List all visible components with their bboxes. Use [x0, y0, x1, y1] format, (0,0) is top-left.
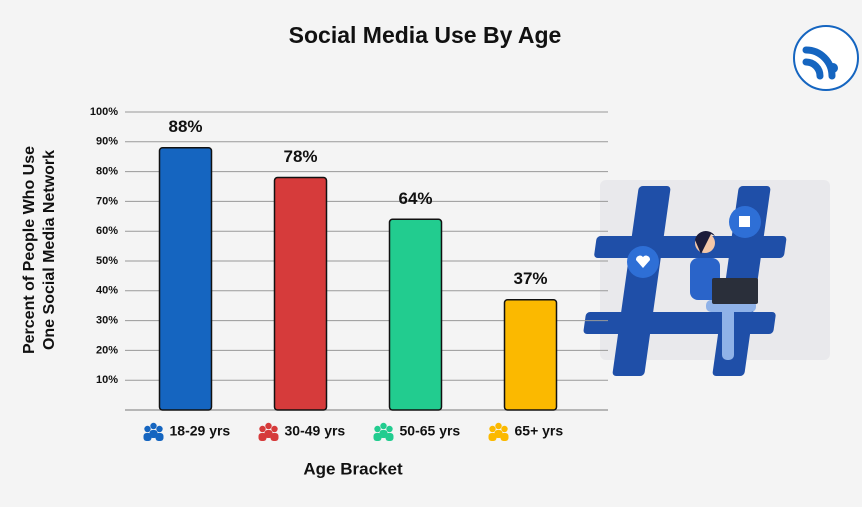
legend-icon	[143, 422, 164, 441]
value-label: 78%	[283, 147, 317, 166]
value-label: 64%	[398, 189, 432, 208]
icon-head	[380, 422, 387, 430]
y-tick-label: 10%	[96, 374, 118, 386]
bar	[158, 147, 213, 411]
icon-head	[386, 425, 393, 433]
icon-body	[494, 430, 503, 438]
legend-icon	[373, 422, 394, 441]
logo	[793, 25, 859, 91]
y-tick-label: 40%	[96, 285, 118, 297]
y-tick-label: 70%	[96, 195, 118, 207]
y-axis-title-line: Percent of People Who Use	[21, 146, 38, 354]
illustration	[583, 180, 830, 376]
y-tick-label: 20%	[96, 344, 118, 356]
y-tick-label: 90%	[96, 136, 118, 148]
x-axis-title: Age Bracket	[303, 459, 403, 478]
legend-icon	[258, 422, 279, 441]
y-tick-label: 60%	[96, 225, 118, 237]
icon-head	[501, 425, 508, 433]
bar	[273, 176, 328, 411]
icon-head	[495, 422, 502, 430]
icon-head	[150, 422, 157, 430]
y-tick-label: 80%	[96, 166, 118, 178]
icon-head	[374, 425, 381, 433]
icon-head	[144, 425, 151, 433]
y-axis-title: Percent of People Who Use One Social Med…	[21, 146, 58, 354]
icon-head	[156, 425, 163, 433]
icon-head	[271, 425, 278, 433]
icon-head	[259, 425, 266, 433]
icon-body	[264, 430, 273, 438]
value-label: 37%	[513, 269, 547, 288]
icon-head	[265, 422, 272, 430]
icon-head	[489, 425, 496, 433]
icon-body	[379, 430, 388, 438]
y-tick-label: 100%	[90, 106, 118, 118]
bar	[503, 298, 558, 411]
x-tick-label: 65+ yrs	[515, 423, 564, 439]
x-tick-label: 18-29 yrs	[170, 423, 231, 439]
y-tick-label: 50%	[96, 255, 118, 267]
icon-body	[149, 430, 158, 438]
y-tick-label: 30%	[96, 315, 118, 327]
y-axis-title-line: One Social Media Network	[41, 150, 58, 350]
x-tick-label: 30-49 yrs	[285, 423, 346, 439]
chart-title: Social Media Use By Age	[289, 22, 562, 48]
x-tick-label: 50-65 yrs	[400, 423, 461, 439]
value-label: 88%	[168, 117, 202, 136]
bar	[388, 218, 443, 411]
legend-icon	[488, 422, 509, 441]
